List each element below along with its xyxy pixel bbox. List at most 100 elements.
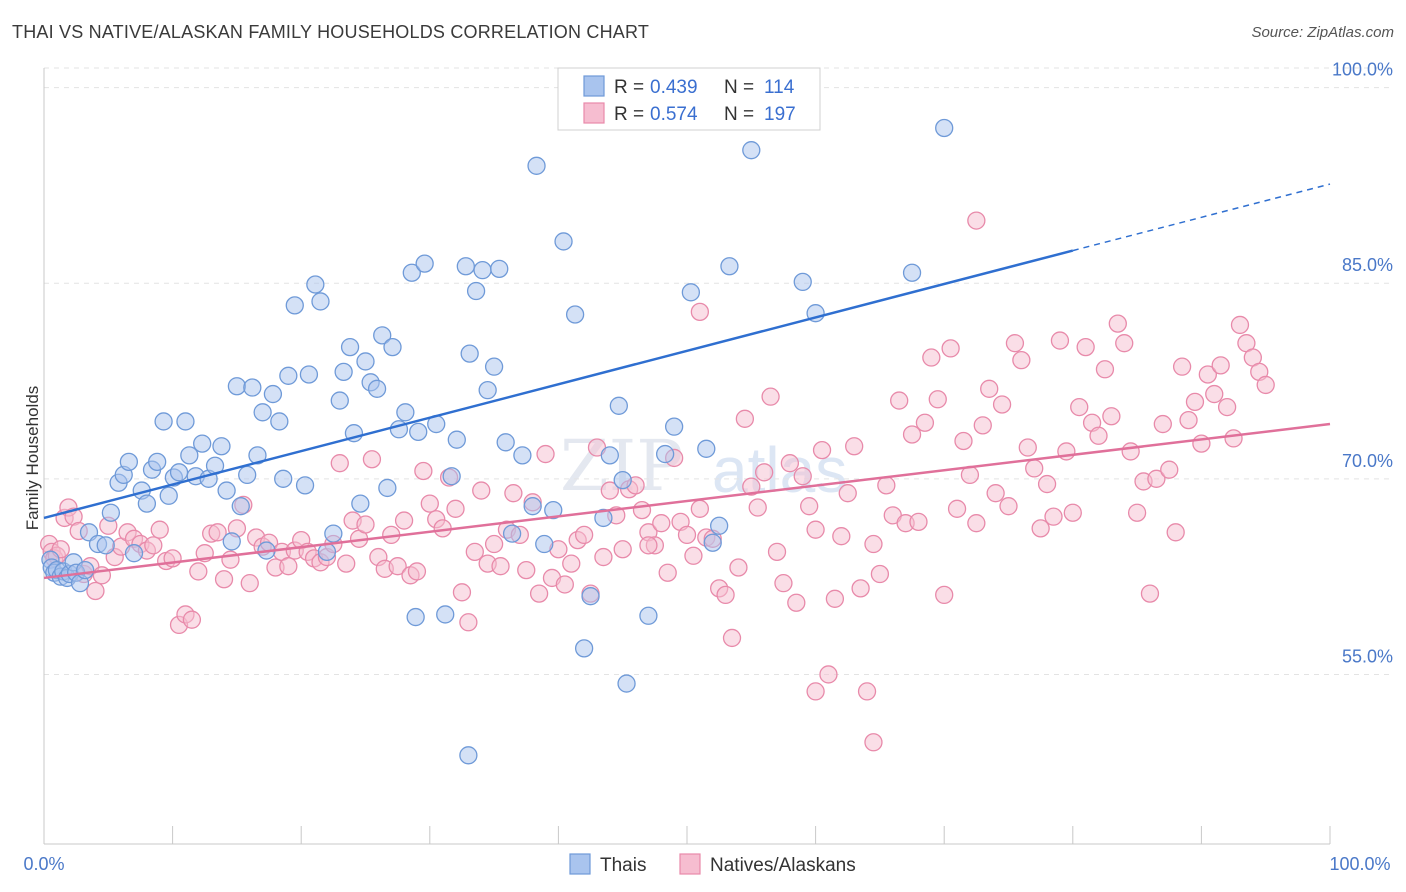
- natives-point-148: [967, 514, 986, 533]
- thais-point-92: [574, 639, 594, 658]
- natives-point-78: [517, 560, 536, 580]
- natives-point-178: [1160, 460, 1179, 479]
- legend-natives-r-label: R =: [614, 104, 644, 125]
- natives-point-49: [330, 454, 349, 473]
- natives-point-134: [877, 476, 896, 495]
- natives-point-105: [690, 499, 710, 518]
- natives-point-149: [973, 416, 992, 435]
- thais-point-81: [484, 357, 504, 376]
- natives-point-90: [594, 547, 613, 567]
- natives-point-197: [690, 302, 710, 322]
- legend-thais-r-value: 0.439: [650, 77, 698, 98]
- natives-point-68: [452, 583, 472, 602]
- natives-point-100: [658, 563, 677, 582]
- thais-point-24: [154, 412, 173, 431]
- natives-point-158: [1031, 519, 1050, 538]
- natives-point-128: [838, 484, 857, 503]
- natives-point-198: [639, 536, 658, 555]
- natives-point-74: [491, 557, 510, 576]
- natives-point-181: [1179, 410, 1198, 430]
- natives-point-151: [986, 484, 1005, 503]
- thais-point-14: [96, 536, 115, 555]
- thais-point-57: [340, 337, 360, 357]
- natives-point-71: [472, 481, 491, 500]
- natives-point-121: [793, 467, 812, 486]
- thais-point-105: [710, 516, 729, 535]
- natives-point-118: [774, 574, 793, 593]
- natives-point-195: [864, 733, 883, 752]
- y-tick-label-2: 85.0%: [1342, 255, 1393, 275]
- natives-point-59: [394, 511, 414, 530]
- thais-point-95: [600, 446, 619, 465]
- thais-point-108: [793, 272, 812, 292]
- legend-natives-r-value: 0.574: [650, 104, 698, 125]
- natives-point-122: [800, 497, 819, 516]
- thais-point-56: [334, 362, 353, 382]
- thais-point-69: [406, 607, 425, 627]
- natives-point-104: [684, 546, 703, 565]
- natives-point-173: [1127, 503, 1147, 522]
- natives-point-141: [922, 348, 941, 367]
- thais-point-90: [554, 232, 573, 251]
- natives-point-145: [947, 499, 967, 518]
- y-tick-label-0: 55.0%: [1342, 646, 1393, 666]
- natives-point-177: [1153, 414, 1172, 434]
- natives-point-196: [967, 211, 986, 230]
- natives-point-41: [279, 557, 298, 576]
- thais-point-59: [351, 494, 370, 513]
- trend-line-thais-extension: [1072, 183, 1331, 252]
- thais-point-42: [253, 403, 272, 422]
- thais-point-49: [295, 476, 315, 495]
- thais-point-38: [231, 497, 250, 516]
- bottom-legend-swatch-natives: [679, 853, 701, 875]
- thais-point-51: [306, 275, 325, 294]
- natives-point-168: [1095, 360, 1115, 379]
- legend-thais-n-value: 114: [764, 77, 795, 98]
- thais-point-71: [415, 254, 434, 273]
- natives-point-31: [214, 570, 234, 589]
- natives-point-114: [748, 498, 767, 517]
- bottom-legend-swatch-thais: [569, 853, 591, 875]
- trend-line-thais: [43, 249, 1074, 520]
- natives-point-58: [388, 557, 407, 576]
- natives-point-182: [1185, 392, 1205, 412]
- natives-point-138: [902, 425, 922, 444]
- natives-point-69: [459, 613, 478, 632]
- thais-point-76: [456, 257, 475, 276]
- natives-point-113: [742, 477, 761, 496]
- thais-point-100: [655, 444, 675, 464]
- thais-point-84: [502, 524, 522, 543]
- natives-point-188: [1224, 429, 1243, 448]
- natives-point-164: [1070, 397, 1089, 417]
- natives-point-21: [150, 520, 169, 539]
- x-axis-ticks: [43, 826, 1331, 844]
- natives-point-76: [504, 484, 523, 503]
- thais-point-107: [742, 141, 761, 160]
- natives-point-123: [806, 520, 825, 539]
- thais-point-39: [238, 465, 257, 485]
- thais-point-82: [490, 259, 509, 278]
- thais-point-46: [274, 469, 293, 488]
- natives-point-189: [1230, 315, 1250, 335]
- legend-natives-n-label: N =: [724, 104, 754, 125]
- x-tick-label-min: 0.0%: [23, 854, 64, 874]
- natives-point-139: [909, 512, 928, 532]
- natives-point-73: [484, 534, 504, 554]
- natives-point-124: [812, 440, 832, 460]
- thais-point-74: [442, 467, 461, 486]
- natives-point-80: [529, 584, 549, 603]
- legend-swatch-natives: [583, 102, 605, 124]
- thais-point-94: [594, 508, 613, 528]
- natives-point-125: [819, 665, 838, 684]
- natives-point-154: [1005, 334, 1025, 353]
- natives-point-81: [536, 444, 555, 464]
- natives-point-176: [1147, 469, 1166, 488]
- natives-point-171: [1115, 334, 1134, 353]
- thais-point-65: [383, 337, 402, 357]
- thais-point-97: [613, 470, 632, 490]
- natives-point-67: [446, 499, 465, 518]
- thais-point-35: [217, 481, 236, 500]
- thais-point-89: [544, 500, 563, 520]
- natives-point-169: [1102, 407, 1121, 426]
- thais-point-54: [324, 524, 343, 543]
